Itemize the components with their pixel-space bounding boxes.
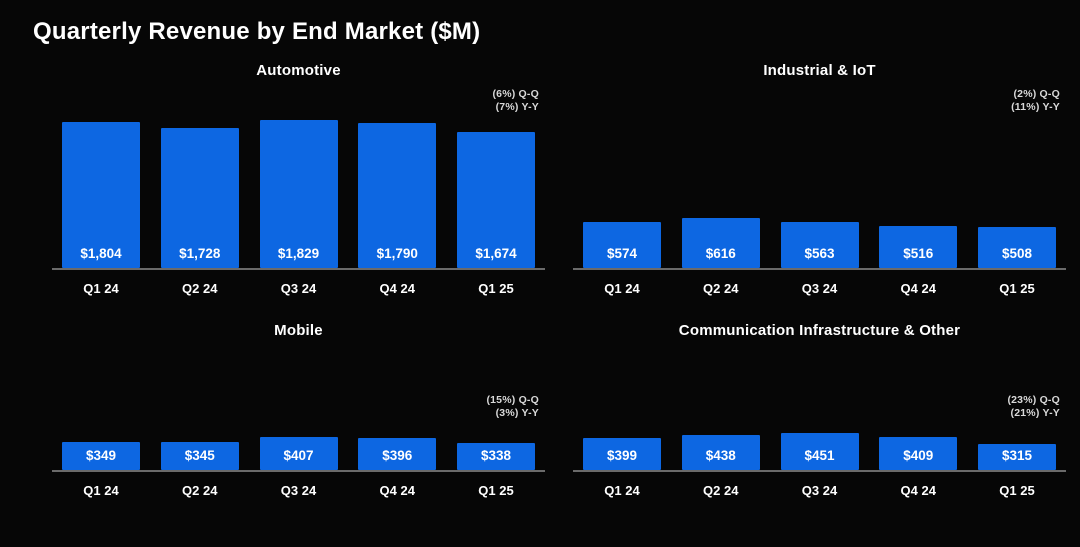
bar-value-label: $1,804 [80,246,122,261]
bar-value-label: $516 [903,246,934,261]
growth-annotation: (6%) Q-Q (7%) Y-Y [52,88,545,114]
category-label: Q2 24 [182,281,218,296]
category-label: Q4 24 [900,483,936,498]
x-axis-line [573,268,1066,270]
category-row: Q1 24 Q2 24 Q3 24 Q4 24 Q1 25 [52,281,545,296]
bar-value-label: $574 [606,246,638,261]
annotation-yy: (3%) Y-Y [495,407,539,419]
bar: $1,829 [259,120,338,268]
annotation-qq: (2%) Q-Q [1013,88,1060,100]
bar-value-label: $1,674 [475,246,517,261]
category-label: Q3 24 [280,483,317,498]
chart-title: Mobile [274,322,323,339]
bar: $345 [160,442,239,470]
bar-value-label: $396 [382,448,413,463]
annotation-yy: (7%) Y-Y [495,101,539,113]
category-label: Q2 24 [703,281,739,296]
category-row: Q1 24 Q2 24 Q3 24 Q4 24 Q1 25 [573,483,1066,498]
category-row: Q1 24 Q2 24 Q3 24 Q4 24 Q1 25 [52,483,545,498]
x-axis-line [573,470,1066,472]
page-title: Quarterly Revenue by End Market ($M) [33,18,481,45]
bar: $399 [583,438,661,470]
bar-value-label: $349 [85,448,117,463]
bar: $409 [879,437,958,470]
annotation-qq: (23%) Q-Q [1007,394,1060,406]
bar: $338 [457,443,535,470]
bar-value-label: $315 [1001,448,1033,463]
bar-value-label: $438 [705,448,736,463]
annotation-qq: (6%) Q-Q [492,88,539,100]
x-axis-line [52,268,545,270]
bar: $1,728 [160,128,239,268]
category-label: Q3 24 [280,281,317,296]
category-label: Q3 24 [801,281,838,296]
bar-value-label: $451 [804,448,835,463]
bar: $451 [780,433,859,470]
bar-value-label: $1,790 [376,246,418,261]
annotation-yy: (21%) Y-Y [1010,407,1060,419]
chart-panel-comm-infra-other: Communication Infrastructure & Other (23… [573,322,1066,498]
bar: $574 [583,222,661,268]
bar: $438 [681,435,760,470]
growth-annotation: (15%) Q-Q (3%) Y-Y [52,394,545,420]
bar: $1,804 [62,122,140,268]
bar: $1,790 [358,123,437,268]
category-label: Q1 24 [83,281,119,296]
bar: $516 [879,226,958,268]
category-label: Q1 25 [999,483,1035,498]
chart-panel-mobile: Mobile (15%) Q-Q (3%) Y-Y $349 $345 $407 $3… [52,322,545,498]
growth-annotation: (23%) Q-Q (21%) Y-Y [573,394,1066,420]
chart-title: Industrial & IoT [763,62,876,79]
chart-title: Automotive [256,62,341,79]
bars-row: $1,804 $1,728 $1,829 $1,790 $1,674 [52,118,545,268]
chart-panel-industrial-iot: Industrial & IoT (2%) Q-Q (11%) Y-Y $574… [573,62,1066,296]
annotation-qq: (15%) Q-Q [486,394,539,406]
category-label: Q4 24 [379,483,415,498]
category-row: Q1 24 Q2 24 Q3 24 Q4 24 Q1 25 [573,281,1066,296]
x-axis-line [52,470,545,472]
chart-panel-automotive: Automotive (6%) Q-Q (7%) Y-Y $1,804 $1,72… [52,62,545,296]
bar: $616 [681,218,760,268]
bar-value-label: $399 [606,448,638,463]
category-label: Q3 24 [801,483,838,498]
bars-row: $399 $438 $451 $409 $315 [573,430,1066,470]
chart-grid: Automotive (6%) Q-Q (7%) Y-Y $1,804 $1,72… [52,62,1066,498]
bar: $1,674 [457,132,535,268]
category-label: Q1 25 [478,281,514,296]
bar: $315 [978,444,1056,470]
chart-title: Communication Infrastructure & Other [678,322,961,339]
bar: $407 [259,437,338,470]
bar-value-label: $409 [903,448,934,463]
category-label: Q1 24 [604,281,640,296]
category-label: Q2 24 [182,483,218,498]
category-label: Q1 25 [999,281,1035,296]
bar-value-label: $1,829 [277,246,320,261]
category-label: Q1 24 [604,483,640,498]
bars-row: $574 $616 $563 $516 $508 [573,118,1066,268]
bar: $563 [780,222,859,268]
bar-value-label: $407 [283,448,314,463]
bar-value-label: $563 [804,246,835,261]
bar-value-label: $1,728 [179,246,221,261]
category-label: Q2 24 [703,483,739,498]
category-label: Q4 24 [900,281,936,296]
bar: $508 [978,227,1056,268]
bars-row: $349 $345 $407 $396 $338 [52,430,545,470]
category-label: Q1 24 [83,483,119,498]
bar-value-label: $338 [480,448,512,463]
bar-value-label: $508 [1001,246,1033,261]
category-label: Q4 24 [379,281,415,296]
annotation-yy: (11%) Y-Y [1011,101,1060,113]
bar-value-label: $345 [184,448,215,463]
bar: $396 [358,438,437,470]
bar: $349 [62,442,140,470]
growth-annotation: (2%) Q-Q (11%) Y-Y [573,88,1066,114]
category-label: Q1 25 [478,483,514,498]
bar-value-label: $616 [705,246,736,261]
